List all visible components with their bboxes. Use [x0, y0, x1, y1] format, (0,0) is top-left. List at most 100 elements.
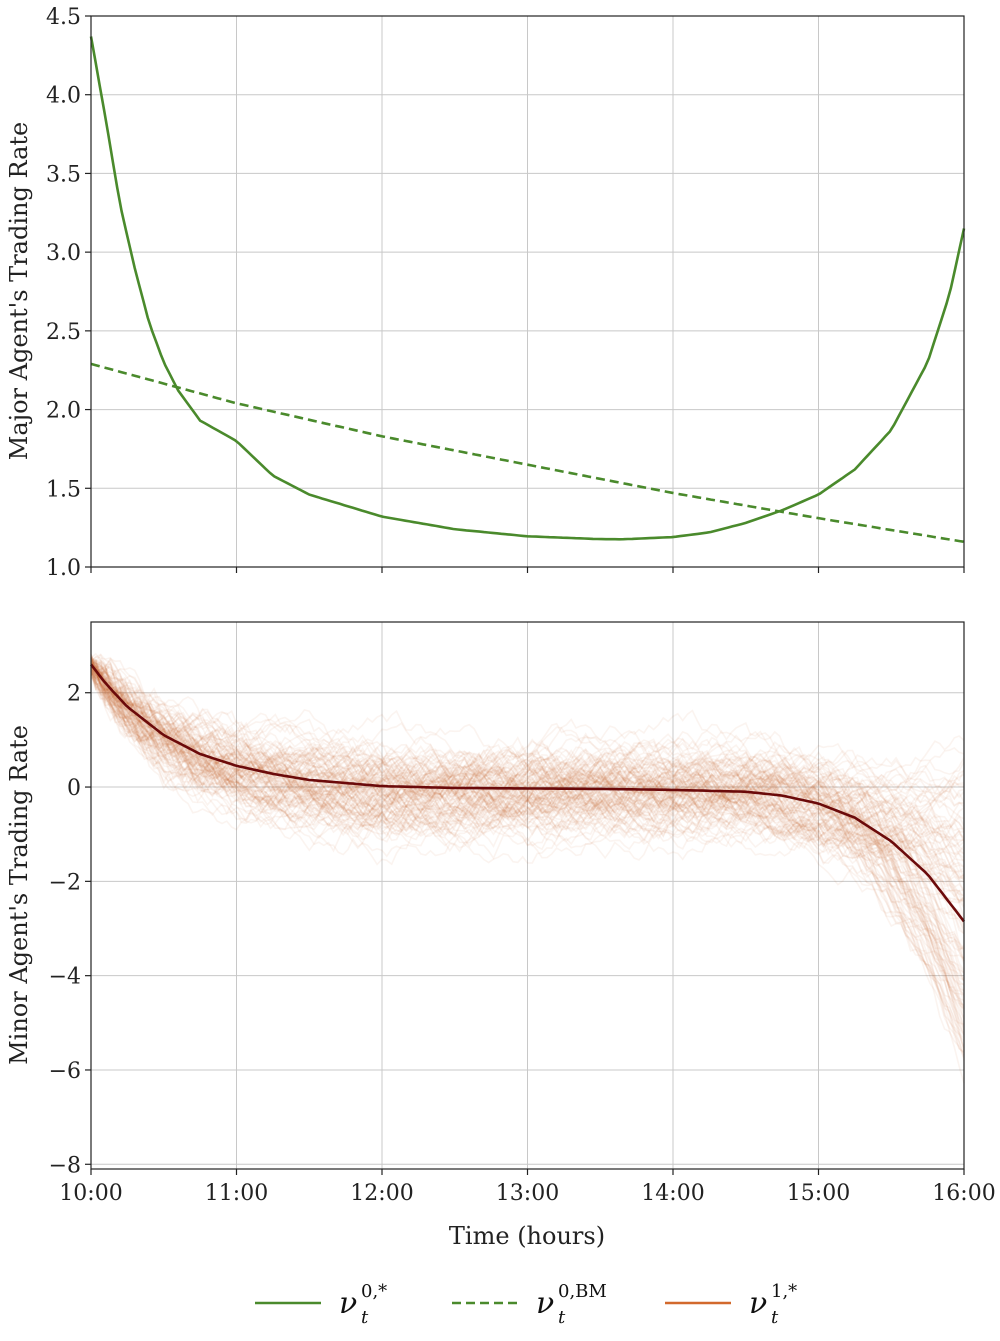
simulated-path: [90, 665, 965, 996]
simulated-path: [90, 665, 965, 1039]
bottom-series-layer: [89, 663, 966, 923]
simulated-path: [90, 669, 965, 837]
simulated-path: [90, 656, 965, 880]
x-tick-label: 16:00: [932, 1181, 995, 1206]
simulated-path: [90, 658, 965, 880]
simulated-path: [90, 674, 965, 1003]
y-tick-label: 1.5: [46, 477, 81, 502]
simulated-path: [90, 657, 965, 880]
bottom-gridlines: [90, 622, 965, 1169]
simulated-path: [90, 658, 965, 960]
y-tick-label: 4.5: [46, 5, 81, 30]
y-tick-label: 2.5: [46, 320, 81, 345]
simulated-path: [90, 654, 965, 883]
simulated-path: [90, 663, 965, 806]
simulated-path: [90, 659, 965, 897]
simulated-path: [90, 668, 965, 961]
legend-superscript: 0,BM: [558, 1281, 607, 1302]
x-tick-label: 13:00: [496, 1181, 559, 1206]
y-tick-label: 1.0: [46, 556, 81, 581]
legend: ν t0,* ν t0,BM ν t1,*: [255, 1281, 797, 1328]
simulated-path: [90, 661, 965, 851]
simulated-path: [90, 658, 965, 837]
legend-superscript: 0,*: [361, 1281, 387, 1302]
simulated-path: [90, 673, 965, 1006]
simulated-path: [90, 660, 965, 908]
simulated-path: [90, 667, 965, 981]
simulated-path: [90, 661, 965, 868]
simulated-path: [90, 662, 965, 865]
y-tick-label: −2: [49, 870, 81, 895]
simulated-path: [90, 652, 965, 894]
x-tick-label: 12:00: [350, 1181, 413, 1206]
simulated-path: [90, 659, 965, 892]
x-tick-label: 15:00: [787, 1181, 850, 1206]
legend-subscript: t: [771, 1307, 779, 1328]
simulated-path: [90, 671, 965, 878]
simulated-path: [90, 658, 965, 861]
simulated-path: [90, 665, 965, 992]
simulated-path: [90, 670, 965, 848]
simulated-path: [90, 662, 965, 981]
simulated-path: [90, 658, 965, 844]
simulated-path: [90, 668, 965, 1053]
simulated-path: [90, 669, 965, 931]
simulated-path: [90, 674, 965, 972]
top-series-layer: [89, 36, 966, 544]
simulated-path: [90, 657, 965, 809]
simulated-path: [90, 675, 965, 987]
simulated-path: [90, 662, 965, 825]
simulated-path: [90, 667, 965, 840]
simulated-path: [90, 657, 965, 849]
y-tick-label: −4: [49, 965, 81, 990]
top-y-axis-label: Major Agent's Trading Rate: [5, 122, 33, 460]
simulated-path: [90, 669, 965, 982]
simulated-path: [90, 662, 965, 1051]
simulated-path: [90, 668, 965, 995]
simulated-path: [90, 664, 965, 951]
simulated-path: [90, 666, 965, 954]
x-tick-label: 10:00: [59, 1181, 122, 1206]
legend-symbol: ν: [339, 1286, 357, 1321]
simulated-path: [90, 669, 965, 1031]
simulated-path: [90, 673, 965, 806]
simulated-path: [90, 653, 965, 1025]
simulated-path: [90, 663, 965, 1042]
simulated-path: [90, 654, 965, 863]
legend-subscript: t: [361, 1307, 369, 1328]
series-line: [89, 663, 966, 923]
major-agent-panel: 1.0 1.5 2.0 2.5 3.0 3.5 4.0 4.5 Major Agent's T…: [5, 5, 966, 581]
simulated-path: [90, 670, 965, 975]
top-gridlines: [90, 15, 965, 568]
simulated-path: [90, 659, 965, 919]
simulated-path: [90, 657, 965, 903]
simulated-path: [90, 655, 964, 985]
simulated-path: [90, 665, 965, 950]
simulated-path: [90, 658, 965, 1020]
simulated-path: [90, 663, 965, 1036]
simulated-path: [90, 656, 965, 935]
simulated-path: [90, 666, 965, 902]
y-tick-label: −6: [49, 1059, 81, 1084]
simulated-path: [90, 661, 965, 1048]
y-tick-label: −8: [49, 1153, 81, 1178]
y-tick-label: 2.0: [46, 399, 81, 424]
simulated-path: [90, 659, 965, 1058]
simulated-path: [90, 669, 965, 840]
simulated-path: [90, 671, 965, 952]
simulated-path: [90, 653, 965, 1034]
series-line: [90, 362, 965, 544]
simulated-path: [90, 656, 965, 1008]
simulated-path: [90, 669, 965, 1014]
simulated-path: [90, 667, 965, 880]
simulated-path: [90, 660, 965, 844]
simulated-path: [90, 661, 965, 1054]
simulated-path: [90, 667, 965, 950]
simulated-path: [90, 672, 965, 932]
simulated-path: [90, 667, 965, 830]
simulated-path: [90, 657, 965, 1009]
simulated-path: [90, 663, 965, 1056]
simulated-path: [90, 667, 965, 848]
simulated-path: [90, 662, 965, 859]
